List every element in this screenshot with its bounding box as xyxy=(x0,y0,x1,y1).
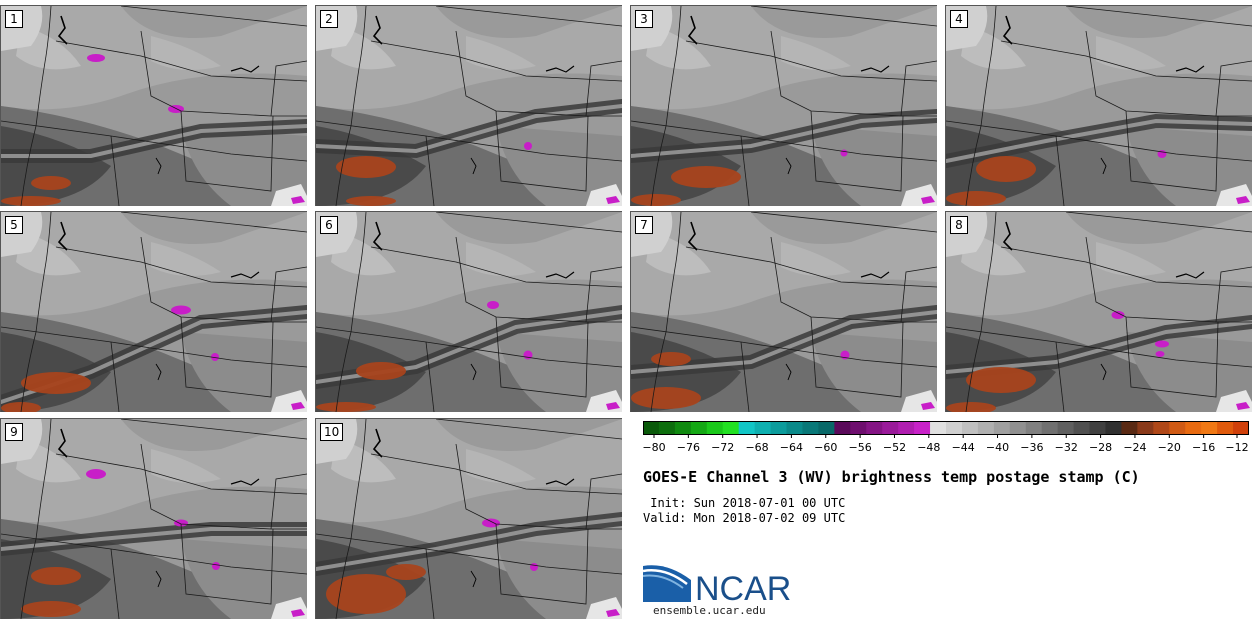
colorbar: −80 −76 −72 −68 −64 −60 −56 −52 −48 −44 −40 −36 −32−… xyxy=(643,421,1249,454)
colorbar-swatch xyxy=(898,421,915,434)
colorbar-swatch xyxy=(1233,421,1249,434)
colorbar-tick-label: −44 xyxy=(952,441,975,454)
colorbar-tick-label: −48 xyxy=(917,441,940,454)
colorbar-swatch xyxy=(738,421,756,434)
colorbar-swatch xyxy=(754,421,772,434)
colorbar-tick-label: −56 xyxy=(849,441,872,454)
map-panel-8 xyxy=(946,212,1252,412)
colorbar-swatch xyxy=(658,421,676,434)
stamp-panel-8: 8 xyxy=(945,211,1252,412)
colorbar-tick-label: −24 xyxy=(1123,441,1146,454)
colorbar-swatch xyxy=(914,421,931,434)
stamp-panel-9: 9 xyxy=(0,418,307,619)
panel-label: 2 xyxy=(320,10,338,28)
panel-label: 8 xyxy=(950,216,968,234)
panel-label: 4 xyxy=(950,10,968,28)
stamp-panel-5: 5 xyxy=(0,211,307,412)
colorbar-swatch xyxy=(1057,421,1075,434)
stamp-panel-2: 2 xyxy=(315,5,622,206)
map-panel-9 xyxy=(1,419,307,619)
colorbar-swatch xyxy=(1137,421,1154,434)
colorbar-swatch xyxy=(977,421,995,434)
colorbar-tick-label: −52 xyxy=(883,441,906,454)
colorbar-swatch xyxy=(850,421,867,434)
colorbar-tick-label: −20 xyxy=(1158,441,1181,454)
colorbar-swatch xyxy=(1153,421,1170,434)
map-panel-5 xyxy=(1,212,307,412)
panel-label: 3 xyxy=(635,10,653,28)
colorbar-tick-label: −68 xyxy=(745,441,768,454)
colorbar-swatch xyxy=(770,421,788,434)
colorbar-swatch xyxy=(993,421,1011,434)
stamp-panel-10: 10 xyxy=(315,418,622,619)
plot-title: GOES-E Channel 3 (WV) brightness temp po… xyxy=(643,468,1140,486)
logo-url: ensemble.ucar.edu xyxy=(653,604,766,617)
colorbar-swatch xyxy=(1089,421,1106,434)
colorbar-tick-label: −76 xyxy=(677,441,700,454)
svg-text:NCAR: NCAR xyxy=(695,570,791,602)
stamp-panel-4: 4 xyxy=(945,5,1252,206)
colorbar-swatch xyxy=(1009,421,1027,434)
panel-label: 6 xyxy=(320,216,338,234)
colorbar-swatch xyxy=(802,421,819,434)
colorbar-swatch xyxy=(722,421,740,434)
colorbar-swatch xyxy=(786,421,803,434)
stamp-panel-6: 6 xyxy=(315,211,622,412)
colorbar-swatch xyxy=(1105,421,1122,434)
colorbar-swatch xyxy=(866,421,883,434)
colorbar-swatch xyxy=(1041,421,1059,434)
colorbar-tick-label: −80 xyxy=(643,441,666,454)
colorbar-swatch xyxy=(1169,421,1186,434)
colorbar-swatch xyxy=(690,421,708,434)
panel-label: 7 xyxy=(635,216,653,234)
panel-label: 9 xyxy=(5,423,23,441)
init-time: Init: Sun 2018-07-01 00 UTC xyxy=(643,496,846,510)
colorbar-swatch xyxy=(643,421,660,434)
colorbar-swatch xyxy=(930,421,947,434)
map-panel-6 xyxy=(316,212,622,412)
colorbar-tick-label: −32 xyxy=(1055,441,1078,454)
stamp-panel-1: 1 xyxy=(0,5,307,206)
colorbar-tick-label: −72 xyxy=(711,441,734,454)
colorbar-tick-label: −40 xyxy=(986,441,1009,454)
colorbar-swatch xyxy=(1217,421,1234,434)
colorbar-tick-label: −36 xyxy=(1020,441,1043,454)
colorbar-swatch xyxy=(961,421,979,434)
colorbar-swatch xyxy=(1185,421,1202,434)
map-panel-3 xyxy=(631,6,937,206)
stamp-panel-3: 3 xyxy=(630,5,937,206)
colorbar-swatch xyxy=(674,421,692,434)
colorbar-swatch xyxy=(818,421,835,434)
valid-time: Valid: Mon 2018-07-02 09 UTC xyxy=(643,511,846,525)
ncar-logo: NCAR xyxy=(643,565,791,602)
map-panel-10 xyxy=(316,419,622,619)
map-panel-7 xyxy=(631,212,937,412)
colorbar-swatch xyxy=(706,421,724,434)
colorbar-swatch xyxy=(1073,421,1091,434)
colorbar-swatch xyxy=(882,421,899,434)
stamp-panel-7: 7 xyxy=(630,211,937,412)
map-panel-2 xyxy=(316,6,622,206)
map-panel-1 xyxy=(1,6,307,206)
colorbar-tick-label: −16 xyxy=(1192,441,1215,454)
colorbar-swatch xyxy=(1201,421,1218,434)
panel-label: 5 xyxy=(5,216,23,234)
colorbar-swatch xyxy=(834,421,851,434)
colorbar-swatch xyxy=(946,421,963,434)
map-panel-4 xyxy=(946,6,1252,206)
colorbar-tick-label: −12 xyxy=(1225,441,1248,454)
colorbar-swatch xyxy=(1121,421,1138,434)
panel-label: 10 xyxy=(320,423,344,441)
colorbar-tick-label: −64 xyxy=(780,441,803,454)
colorbar-swatch xyxy=(1025,421,1043,434)
colorbar-tick-label: −60 xyxy=(814,441,837,454)
panel-label: 1 xyxy=(5,10,23,28)
colorbar-tick-label: −28 xyxy=(1089,441,1112,454)
